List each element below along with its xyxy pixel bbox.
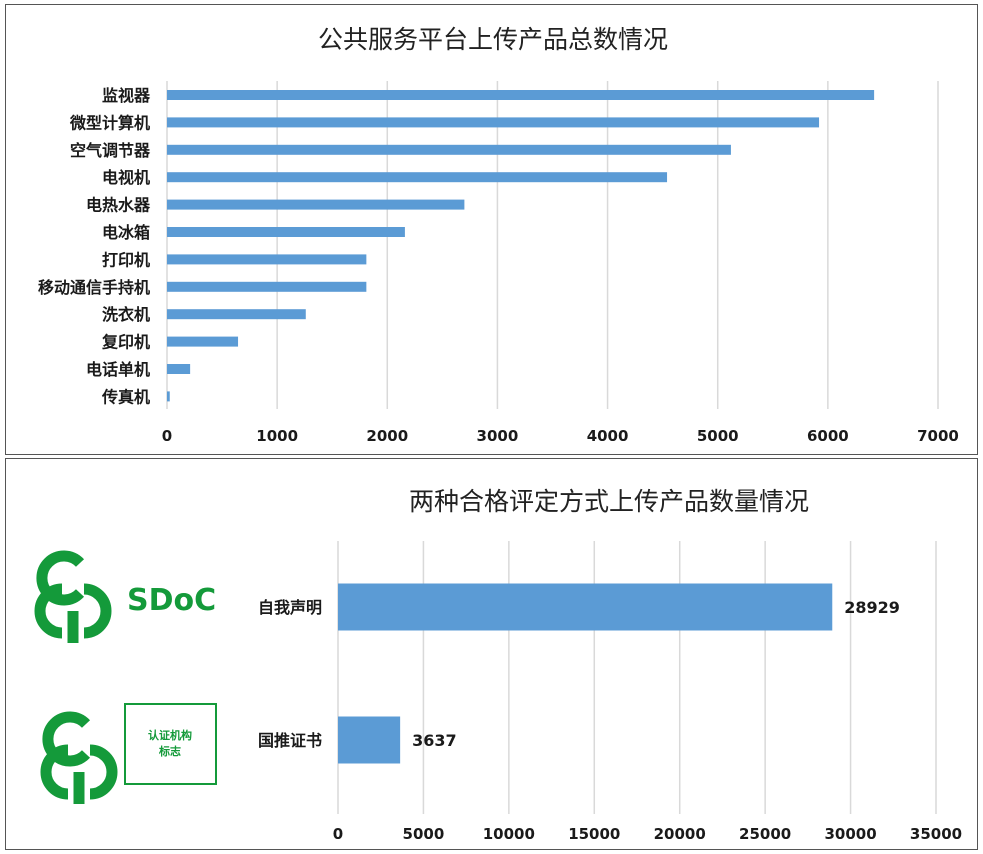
bar: [167, 254, 367, 265]
chart-panel-products-total: 公共服务平台上传产品总数情况 监视器微型计算机空气调节器电视机电热水器电冰箱打印…: [5, 4, 978, 455]
cert-box-line1: 认证机构: [148, 728, 192, 742]
x-tick-label: 5000: [403, 825, 445, 843]
x-tick-label: 20000: [654, 825, 706, 843]
bar: [167, 336, 239, 347]
x-tick-label: 5000: [697, 427, 739, 445]
x-tick-label: 2000: [366, 427, 408, 445]
chart-products-total: 公共服务平台上传产品总数情况 监视器微型计算机空气调节器电视机电热水器电冰箱打印…: [38, 25, 959, 445]
bar: [167, 90, 875, 100]
bars: [338, 583, 833, 764]
x-tick-label: 30000: [824, 825, 876, 843]
x-axis-ticks: 0 1000 2000 3000 4000 5000 6000 7000: [162, 427, 959, 445]
bar: [167, 227, 405, 237]
x-tick-label: 1000: [256, 427, 298, 445]
x-tick-label: 7000: [917, 427, 959, 445]
category-label: 复印机: [101, 333, 150, 352]
category-label: 洗衣机: [102, 305, 150, 324]
category-label: 自我声明: [258, 598, 322, 617]
category-label: 监视器: [102, 86, 151, 105]
x-tick-label: 10000: [483, 825, 535, 843]
x-tick-label: 35000: [910, 825, 962, 843]
category-label: 电热水器: [86, 196, 151, 215]
ccc-logo-icon: [34, 550, 112, 643]
x-tick-label: 25000: [739, 825, 791, 843]
x-tick-label: 0: [333, 825, 343, 843]
bar: [167, 364, 191, 374]
x-tick-label: 3000: [477, 427, 519, 445]
chart-title: 两种合格评定方式上传产品数量情况: [409, 487, 809, 516]
bar: [167, 199, 465, 210]
category-label: 电冰箱: [102, 223, 150, 242]
bar: [167, 172, 668, 183]
bar: [167, 309, 306, 320]
data-label: 28929: [844, 598, 900, 617]
category-label: 电话单机: [86, 360, 150, 379]
sdoc-logo-text: SDoC: [127, 583, 216, 618]
x-tick-label: 6000: [807, 427, 849, 445]
data-label: 3637: [412, 731, 457, 750]
bar: [167, 117, 820, 128]
category-label: 空气调节器: [70, 141, 151, 160]
panel-divider: [5, 455, 978, 458]
category-label: 电视机: [102, 168, 150, 187]
bar: [167, 144, 731, 155]
bar: [338, 716, 401, 764]
cert-box-line2: 标志: [158, 744, 181, 758]
x-tick-label: 0: [162, 427, 172, 445]
x-axis-ticks: 0 5000 10000 15000 20000 25000 30000 35000: [333, 825, 962, 843]
data-labels: 28929 3637: [412, 598, 900, 750]
category-label: 国推证书: [258, 731, 322, 750]
bars: [167, 90, 875, 402]
bar: [167, 281, 367, 292]
category-label: 移动通信手持机: [38, 278, 150, 297]
chart-panel-assessment-methods: 两种合格评定方式上传产品数量情况 SDoC 认证机构 标志 自我声明国推证书 2…: [5, 458, 978, 850]
chart-title: 公共服务平台上传产品总数情况: [318, 25, 668, 54]
category-label: 微型计算机: [69, 113, 150, 132]
gridlines: [337, 541, 937, 814]
ccc-logo-icon: [40, 711, 118, 804]
x-tick-label: 4000: [587, 427, 629, 445]
x-tick-label: 15000: [568, 825, 620, 843]
category-label: 传真机: [101, 387, 150, 406]
category-labels: 监视器微型计算机空气调节器电视机电热水器电冰箱打印机移动通信手持机洗衣机复印机电…: [38, 86, 151, 406]
certification-body-mark-box: 认证机构 标志: [124, 703, 217, 785]
bar: [167, 391, 170, 402]
gridlines: [166, 81, 939, 409]
category-label: 打印机: [102, 250, 150, 269]
bar: [338, 583, 833, 631]
